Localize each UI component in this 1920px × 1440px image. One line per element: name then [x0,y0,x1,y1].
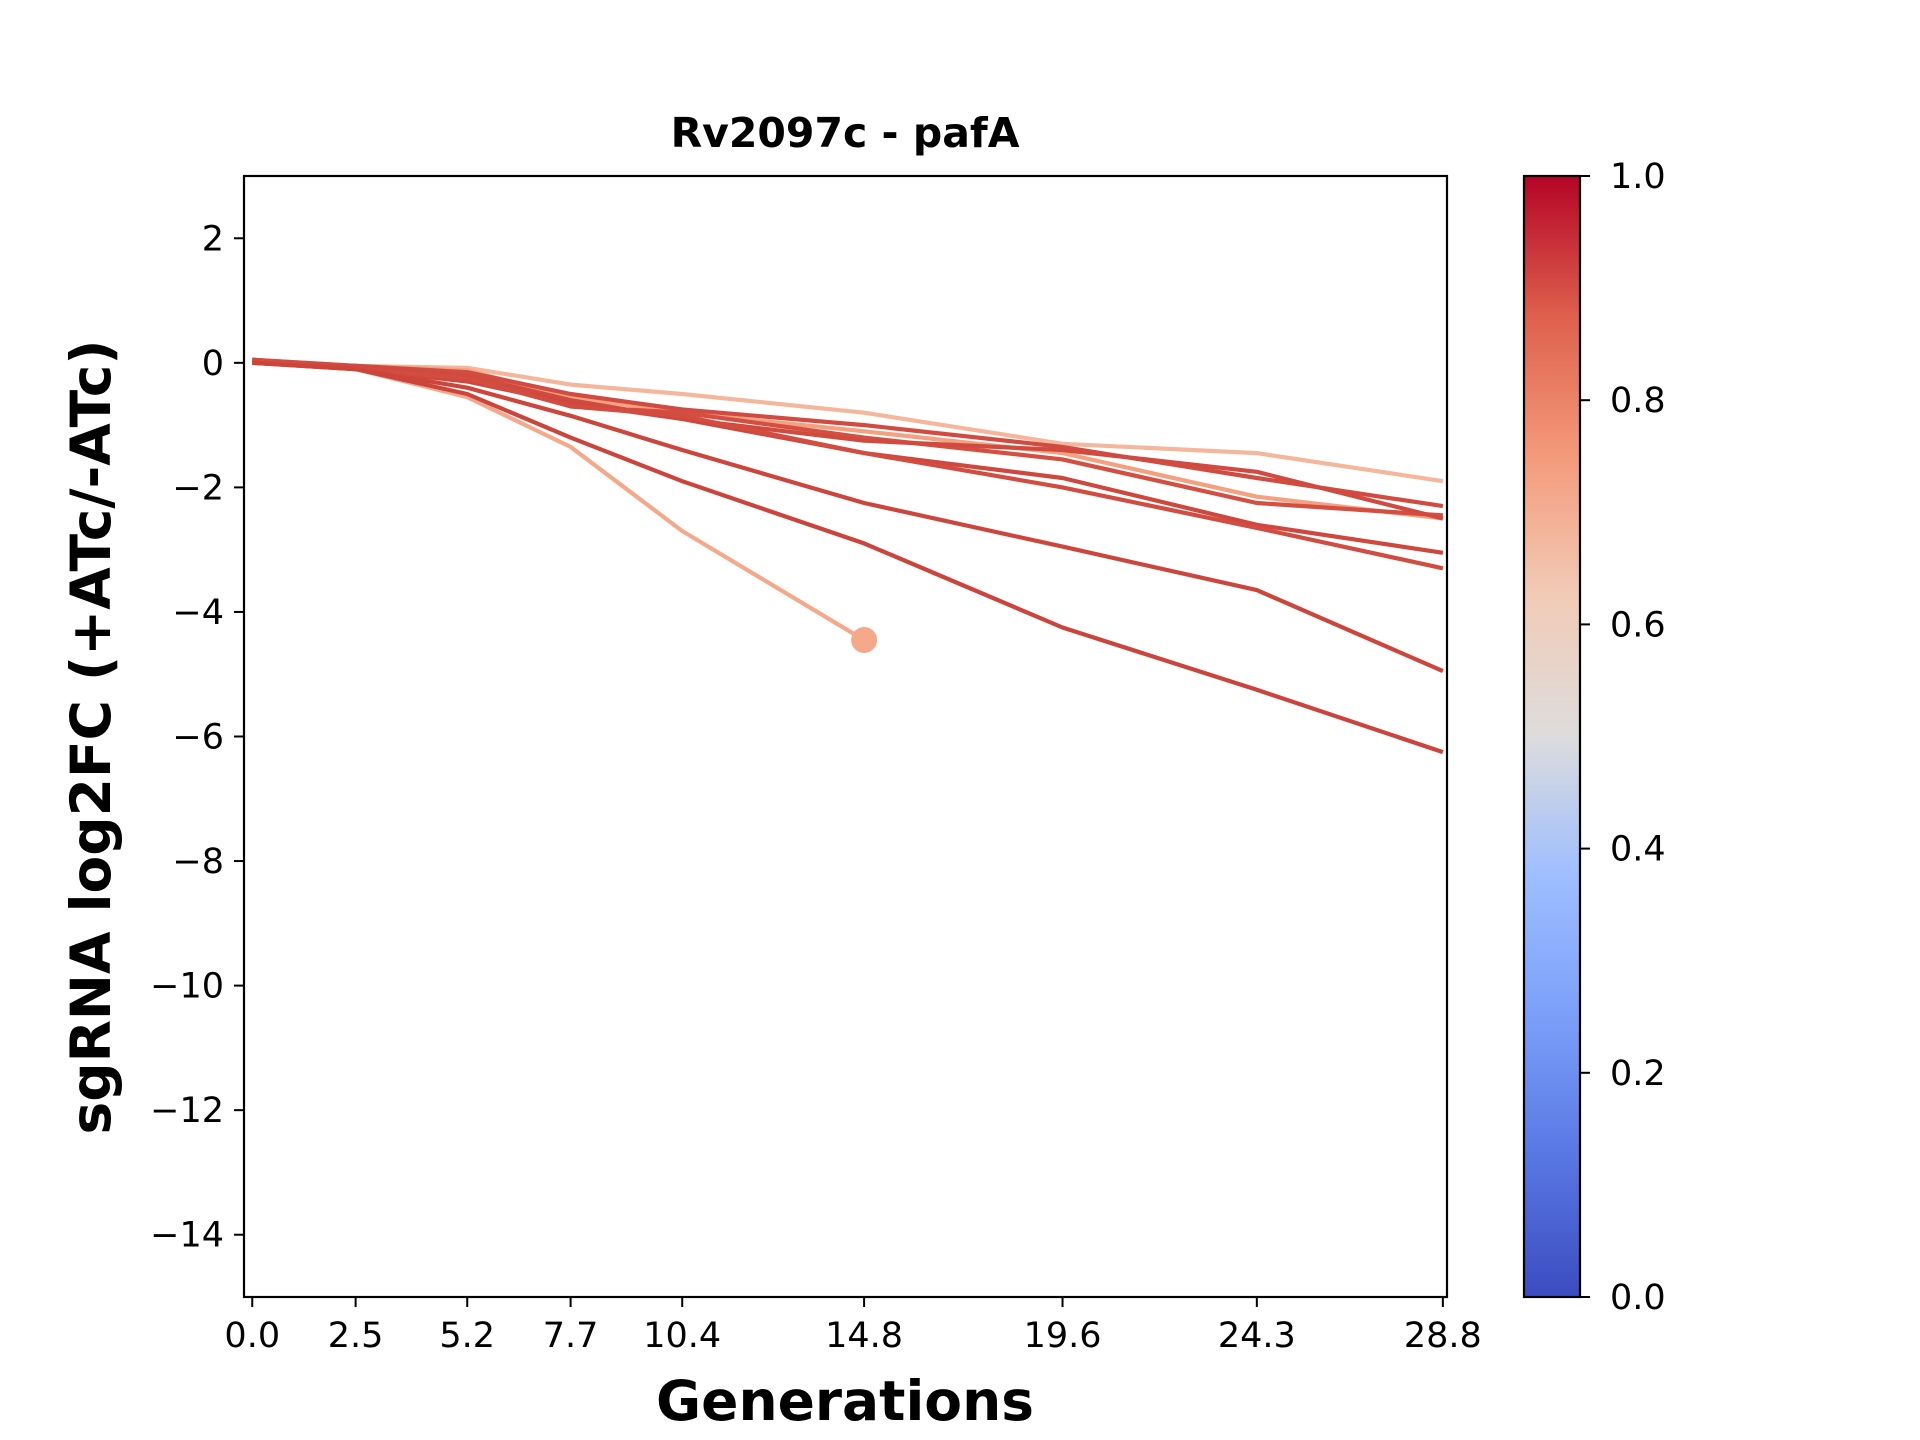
colorbar-ticks: 0.0 0.2 0.4 0.6 0.8 1.0 [1580,157,1666,1318]
y-axis: 2 0 −2 −4 −6 −8 −10 −12 −14 [150,219,244,1256]
colorbar-gradient [1522,174,1582,1299]
colorbar-tick-label: 0.4 [1610,830,1666,870]
series-layer [252,357,1444,755]
y-tick-label: 2 [202,219,224,259]
y-tick-label: −12 [150,1091,224,1131]
x-tick-label: 7.7 [543,1316,599,1356]
colorbar: 0.0 0.2 0.4 0.6 0.8 1.0 [1522,157,1666,1318]
chart-title: Rv2097c - pafA [671,109,1020,157]
series-end-marker-2 [851,626,878,653]
x-tick-label: 19.6 [1024,1316,1102,1356]
x-tick-label: 2.5 [328,1316,384,1356]
colorbar-tick-label: 0.2 [1610,1054,1666,1094]
colorbar-tick-label: 0.0 [1610,1278,1666,1318]
y-tick-label: −2 [172,468,224,508]
series-line-8 [252,357,1444,571]
colorbar-tick-label: 1.0 [1610,157,1666,197]
colorbar-tick-label: 0.8 [1610,381,1666,421]
x-axis-label: Generations [656,1369,1034,1433]
y-tick-label: −6 [172,718,224,758]
y-tick-label: −10 [150,967,224,1007]
colorbar-tick-label: 0.6 [1610,605,1666,645]
x-axis: 0.0 2.5 5.2 7.7 10.4 14.8 19.6 24.3 28.8 [224,1297,1482,1356]
x-tick-label: 14.8 [825,1316,903,1356]
y-axis-label: sgRNA log2FC (+ATc/-ATc) [59,339,123,1134]
y-tick-label: −14 [150,1216,224,1256]
x-tick-label: 5.2 [439,1316,495,1356]
x-tick-label: 10.4 [643,1316,721,1356]
plot-area [242,174,1449,1299]
y-tick-label: −4 [172,593,224,633]
series-line-10 [252,360,1444,755]
x-tick-label: 0.0 [224,1316,280,1356]
y-tick-label: −8 [172,842,224,882]
y-tick-label: 0 [202,344,224,384]
plot-frame [242,174,1449,1299]
x-tick-label: 28.8 [1404,1316,1482,1356]
x-tick-label: 24.3 [1218,1316,1296,1356]
